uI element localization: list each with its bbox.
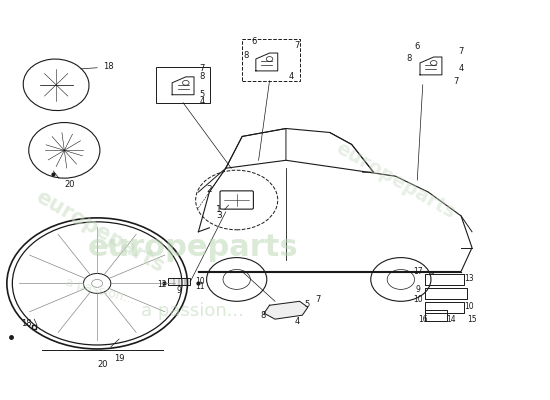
Text: 15: 15 <box>467 315 477 324</box>
Text: 4: 4 <box>294 317 300 326</box>
Text: 14: 14 <box>447 315 456 324</box>
Text: 10: 10 <box>464 302 474 310</box>
Text: 7: 7 <box>294 40 300 50</box>
Text: europeparts: europeparts <box>32 187 168 277</box>
Text: 8: 8 <box>406 54 412 64</box>
Text: 7: 7 <box>453 77 458 86</box>
Polygon shape <box>264 301 308 319</box>
Text: 8: 8 <box>244 50 249 60</box>
Text: 19: 19 <box>114 354 124 363</box>
Text: 8: 8 <box>200 72 205 81</box>
Text: 8: 8 <box>260 312 266 320</box>
Text: 1: 1 <box>216 205 222 214</box>
Text: 4: 4 <box>459 64 464 74</box>
Bar <box>242 39 300 81</box>
Text: 18: 18 <box>21 319 31 328</box>
Text: 20: 20 <box>97 360 108 369</box>
Text: 5: 5 <box>200 90 205 99</box>
Text: 13: 13 <box>464 274 474 283</box>
Text: 4: 4 <box>200 97 205 106</box>
Text: 17: 17 <box>414 267 423 276</box>
Text: 9: 9 <box>177 286 182 296</box>
Text: 7: 7 <box>200 64 205 74</box>
Text: 18: 18 <box>103 62 113 72</box>
Text: 12: 12 <box>157 280 167 289</box>
Text: 10: 10 <box>414 295 423 304</box>
Text: 6: 6 <box>251 37 257 46</box>
Text: 5: 5 <box>304 300 309 308</box>
Text: europeparts: europeparts <box>87 233 298 262</box>
Bar <box>168 278 190 286</box>
Text: 10: 10 <box>195 277 205 286</box>
Text: a passion...: a passion... <box>64 276 136 307</box>
Bar <box>156 67 211 103</box>
Text: 7: 7 <box>315 295 320 304</box>
Text: 11: 11 <box>195 282 205 291</box>
Text: 4: 4 <box>289 72 294 81</box>
Text: 20: 20 <box>64 180 75 189</box>
Text: 7: 7 <box>458 46 464 56</box>
Text: 3: 3 <box>216 211 222 220</box>
Text: 6: 6 <box>415 42 420 51</box>
Text: europeparts: europeparts <box>332 138 459 222</box>
Text: 16: 16 <box>418 315 427 324</box>
Text: 9: 9 <box>416 285 421 294</box>
Text: 2: 2 <box>206 185 212 194</box>
Text: a passion...: a passion... <box>141 302 244 320</box>
